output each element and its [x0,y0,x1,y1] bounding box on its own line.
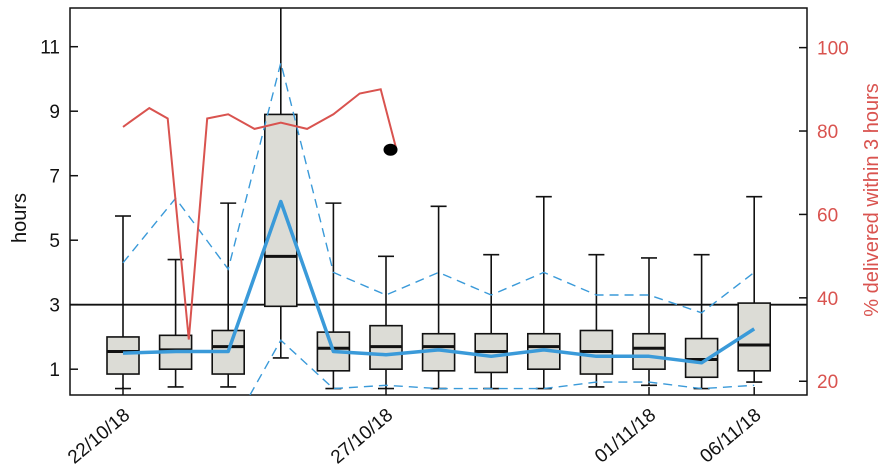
left-tick-label: 1 [49,360,60,381]
x-tick-label: 01/11/18 [591,405,660,468]
box-plot [684,253,719,390]
left-axis: 1 3 5 7 9 11 [40,38,78,381]
right-tick-label: 100 [817,39,849,60]
line-series [122,62,756,395]
x-tick-label: 27/10/18 [327,405,397,469]
lower-dashed-line [249,339,755,395]
box-plot [421,205,456,390]
box-plot [211,202,245,388]
box-body [632,332,666,371]
left-tick-label: 11 [40,38,60,59]
box-body [684,337,719,379]
box-body [106,336,140,375]
box-body [263,113,298,308]
box-plot [526,195,561,390]
left-tick-label: 7 [49,167,60,188]
box-plot [737,195,772,383]
left-tick-label: 9 [49,102,60,123]
box-plot [632,257,666,387]
right-tick-label: 60 [817,205,838,226]
upper-dashed-line [122,62,755,314]
mean-line [122,199,756,365]
series-end-marker [383,143,398,156]
box-plot [316,202,351,390]
box-series [106,8,772,390]
box-plot [369,255,403,390]
left-axis-title: hours [9,193,31,243]
box-plot [474,253,509,390]
percent-within-3h-line [122,88,398,340]
right-tick-label: 20 [817,372,838,393]
x-tick-label: 06/11/18 [696,405,765,468]
box-plot [106,215,140,390]
right-tick-label: 80 [817,122,838,143]
right-axis: 20 40 60 80 100 [799,39,849,393]
right-axis-title: % delivered within 3 hours [861,83,883,316]
box-plot [579,253,614,388]
left-tick-label: 5 [49,231,60,252]
left-tick-label: 3 [49,296,60,317]
x-axis: 22/10/18 27/10/18 01/11/18 06/11/18 [64,387,765,468]
right-tick-label: 40 [817,289,838,310]
x-tick-label: 22/10/18 [64,405,134,469]
plot-frame [69,7,808,396]
box-body [474,332,509,374]
box-plot [263,8,298,359]
